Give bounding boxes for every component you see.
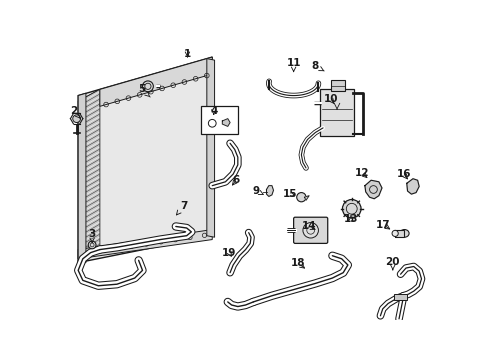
Polygon shape [78,230,212,259]
Text: 9: 9 [252,186,263,196]
Circle shape [296,193,305,202]
Ellipse shape [391,230,397,237]
Bar [394,230,404,237]
Text: 6: 6 [232,175,240,185]
Text: 20: 20 [385,257,399,270]
Text: 19: 19 [222,248,236,258]
Bar [330,80,344,91]
Ellipse shape [399,230,408,237]
Polygon shape [406,179,418,194]
Text: 16: 16 [396,169,410,179]
FancyBboxPatch shape [200,106,237,134]
Text: 18: 18 [290,258,305,269]
Text: 2: 2 [70,106,80,118]
Text: 8: 8 [311,61,324,71]
Text: 1: 1 [183,49,191,59]
Circle shape [142,81,153,92]
Polygon shape [364,180,381,199]
Text: 3: 3 [88,229,96,243]
Text: 15: 15 [283,189,297,199]
Text: 10: 10 [323,94,337,104]
Text: 12: 12 [354,167,368,177]
Polygon shape [78,89,100,259]
Circle shape [73,115,81,122]
Text: 7: 7 [176,202,187,215]
Polygon shape [78,93,86,263]
Circle shape [88,241,96,249]
Polygon shape [78,57,212,263]
FancyBboxPatch shape [319,89,353,136]
Text: 11: 11 [286,58,300,72]
Polygon shape [222,119,230,126]
Polygon shape [304,195,308,200]
Text: 14: 14 [301,221,316,231]
Polygon shape [266,186,273,197]
Text: 4: 4 [210,106,217,116]
Polygon shape [206,59,214,237]
Circle shape [302,222,318,238]
Polygon shape [100,57,212,106]
Text: 13: 13 [343,214,358,224]
Text: 5: 5 [138,84,150,97]
FancyBboxPatch shape [293,217,327,243]
Text: 17: 17 [375,220,390,230]
Circle shape [342,199,360,218]
Bar [393,294,406,300]
